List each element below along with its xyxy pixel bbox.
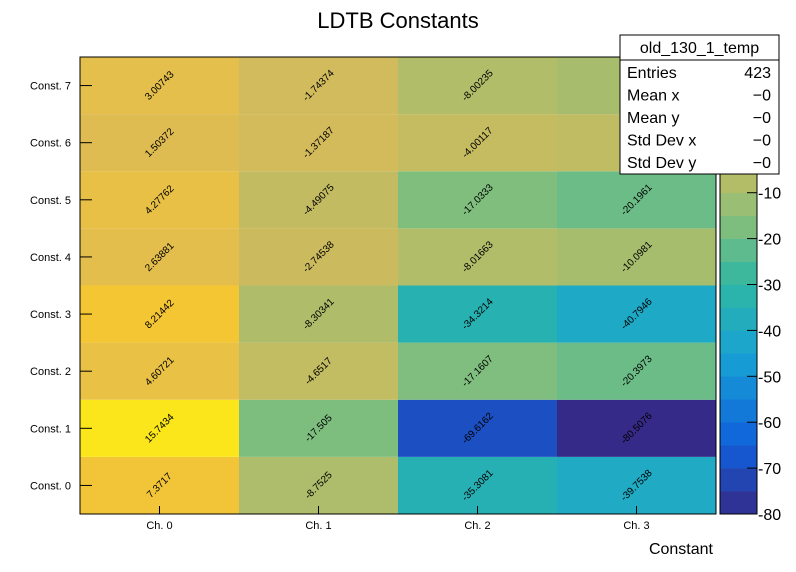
stats-row-value: 423	[744, 65, 771, 82]
x-tick-label: Ch. 1	[305, 520, 331, 532]
x-axis-title: Constant	[649, 541, 714, 558]
chart-title: LDTB Constants	[317, 8, 478, 33]
heatmap-cell	[239, 342, 398, 400]
heatmap-cell	[557, 399, 716, 457]
palette-band	[720, 307, 757, 331]
palette-tick-label: -70	[758, 461, 781, 478]
palette-band	[720, 284, 757, 308]
palette-band	[720, 376, 757, 400]
x-tick-label: Ch. 0	[146, 520, 172, 532]
y-tick-label: Const. 4	[30, 252, 71, 264]
heatmap-cell	[80, 57, 239, 115]
heatmap-cell	[239, 57, 398, 115]
y-tick-label: Const. 3	[30, 309, 71, 321]
y-tick-label: Const. 1	[30, 423, 71, 435]
heatmap-cell	[239, 399, 398, 457]
heatmap-cell	[398, 57, 557, 115]
palette-band	[720, 353, 757, 377]
stats-row-label: Mean x	[627, 88, 679, 105]
palette-band	[720, 238, 757, 262]
heatmap-cell	[398, 114, 557, 172]
palette-tick-label: -40	[758, 323, 781, 340]
stats-row-label: Mean y	[627, 110, 679, 127]
heatmap-cell	[557, 456, 716, 514]
stats-row-value: −0	[753, 110, 771, 127]
heatmap-cell	[80, 228, 239, 286]
plot-frame	[79, 56, 717, 515]
palette-tick-label: -20	[758, 232, 781, 249]
heatmap-cell	[239, 114, 398, 172]
y-tick-label: Const. 6	[30, 138, 71, 150]
palette-band	[720, 445, 757, 469]
y-axis: Const. 0 Const. 1 Const. 2 Const. 3 Const. 4…	[30, 81, 92, 492]
y-tick-label: Const. 7	[30, 81, 71, 93]
stats-row-label: Std Dev x	[627, 133, 696, 150]
heatmap-cell	[80, 171, 239, 229]
heatmap-cell	[239, 228, 398, 286]
palette-band	[720, 169, 757, 193]
stats-box-name: old_130_1_temp	[640, 40, 759, 57]
heatmap-cell	[239, 285, 398, 343]
palette-band	[720, 422, 757, 446]
stats-row-value: −0	[753, 88, 771, 105]
palette-tick-label: -80	[758, 507, 781, 524]
stats-box: old_130_1_temp Entries 423 Mean x −0 Mean y −…	[619, 34, 780, 175]
x-tick-label: Ch. 3	[623, 520, 649, 532]
palette-band	[720, 330, 757, 354]
heatmap-cell	[80, 456, 239, 514]
stats-row-value: −0	[753, 133, 771, 150]
heatmap-cell	[398, 228, 557, 286]
stats-row-label: Entries	[627, 65, 677, 82]
heatmap-cell	[239, 456, 398, 514]
heatmap-cell	[239, 171, 398, 229]
heatmap-cell	[557, 285, 716, 343]
heatmap-cell	[398, 399, 557, 457]
y-tick-label: Const. 2	[30, 366, 71, 378]
palette-band	[720, 491, 757, 515]
heatmap-cell	[398, 171, 557, 229]
stats-box-frame	[619, 34, 780, 175]
palette-band	[720, 192, 757, 216]
heatmap-cell	[398, 342, 557, 400]
stats-row-value: −0	[753, 155, 771, 172]
palette-tick-label: -10	[758, 186, 781, 203]
heatmap-cell	[80, 285, 239, 343]
palette-band	[720, 399, 757, 423]
y-tick-label: Const. 5	[30, 195, 71, 207]
heatmap-cell	[80, 399, 239, 457]
heatmap-cell	[80, 114, 239, 172]
heatmap-cell	[398, 285, 557, 343]
stats-box-rows: Entries 423 Mean x −0 Mean y −0 Std Dev x −0 Std…	[627, 65, 771, 172]
x-tick-label: Ch. 2	[464, 520, 490, 532]
palette-tick-label: -30	[758, 278, 781, 295]
palette-band	[720, 261, 757, 285]
heatmap-cell	[557, 342, 716, 400]
y-tick-label: Const. 0	[30, 480, 71, 492]
heatmap-cell	[557, 228, 716, 286]
heatmap-cell	[398, 456, 557, 514]
stats-row-label: Std Dev y	[627, 155, 696, 172]
heatmap-cell	[557, 171, 716, 229]
palette-band	[720, 215, 757, 239]
heatmap-cell	[80, 342, 239, 400]
palette-band	[720, 468, 757, 492]
palette-tick-label: -60	[758, 415, 781, 432]
x-axis: Ch. 0 Ch. 1 Ch. 2 Ch. 3	[146, 506, 650, 532]
palette-tick-label: -50	[758, 369, 781, 386]
